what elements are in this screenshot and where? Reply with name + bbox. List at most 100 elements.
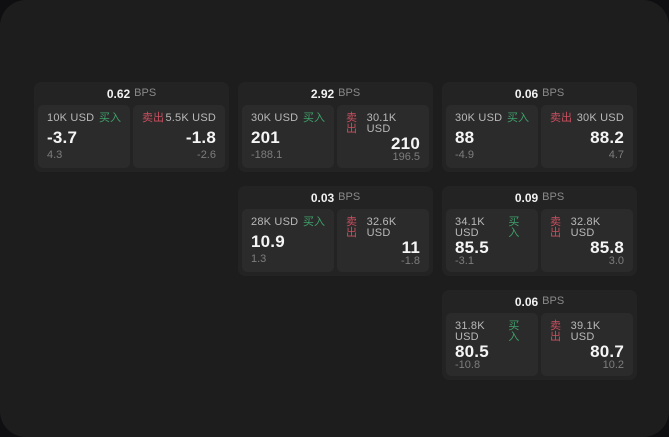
bps-header: 0.09 BPS xyxy=(442,186,637,209)
buy-price: 201 xyxy=(251,127,280,147)
buy-notional: 34.1K USD xyxy=(455,216,485,239)
buy-change: 4.3 xyxy=(47,149,63,161)
buy-side-label: 买入 xyxy=(508,320,520,343)
bps-unit: BPS xyxy=(542,87,565,99)
bps-value: 0.03 xyxy=(310,190,335,205)
buy-panel[interactable]: 31.8K USD 买入 80.5 -10.8 xyxy=(446,313,538,376)
sell-change: 4.7 xyxy=(608,149,624,161)
sell-change: 10.2 xyxy=(602,359,624,371)
sell-change: -1.8 xyxy=(401,255,420,267)
buy-notional: 31.8K USD xyxy=(455,320,485,343)
sell-meta-row: 卖出 5.5K USD xyxy=(142,113,216,124)
bps-value: 2.92 xyxy=(310,86,335,101)
buy-side-label: 买入 xyxy=(303,112,325,124)
sell-meta-row: 卖出 39.1K USD xyxy=(550,321,624,343)
bps-unit: BPS xyxy=(542,295,565,307)
quote-panels: 30K USD 买入 201 -188.1 卖出 30.1K USD 210 1… xyxy=(238,105,433,168)
bps-header: 0.62 BPS xyxy=(34,82,229,105)
quote-panels: 10K USD 买入 -3.7 4.3 卖出 5.5K USD -1.8 -2.… xyxy=(34,105,229,168)
bps-header: 2.92 BPS xyxy=(238,82,433,105)
sell-meta-row: 卖出 32.8K USD xyxy=(550,217,624,239)
quote-card: 0.03 BPS 28K USD 买入 10.9 1.3 卖出 32.6K US… xyxy=(238,186,433,276)
sell-notional: 39.1K USD xyxy=(570,320,601,343)
buy-price: 88 xyxy=(455,127,475,147)
sell-price: -1.8 xyxy=(185,127,216,147)
sell-notional: 32.6K USD xyxy=(366,216,397,239)
buy-side-label: 买入 xyxy=(507,112,529,124)
sell-side-label: 卖出 xyxy=(550,216,561,239)
quote-card: 2.92 BPS 30K USD 买入 201 -188.1 卖出 30.1K … xyxy=(238,82,433,172)
sell-notional: 30K USD xyxy=(576,112,624,124)
buy-meta-row: 30K USD 买入 xyxy=(251,113,325,124)
sell-side-label: 卖出 xyxy=(550,320,561,343)
sell-panel[interactable]: 卖出 30K USD 88.2 4.7 xyxy=(541,105,633,168)
bps-header: 0.03 BPS xyxy=(238,186,433,209)
sell-price: 11 xyxy=(401,238,420,257)
quote-card: 0.06 BPS 31.8K USD 买入 80.5 -10.8 卖出 39.1… xyxy=(442,290,637,380)
buy-notional: 10K USD xyxy=(47,112,95,124)
sell-notional: 5.5K USD xyxy=(165,112,216,124)
bps-value: 0.62 xyxy=(106,86,131,101)
buy-price: 85.5 xyxy=(455,238,489,257)
bps-unit: BPS xyxy=(338,87,361,99)
quote-card: 0.62 BPS 10K USD 买入 -3.7 4.3 卖出 5.5K USD… xyxy=(34,82,229,172)
quote-card: 0.09 BPS 34.1K USD 买入 85.5 -3.1 卖出 32.8K… xyxy=(442,186,637,276)
sell-side-label: 卖出 xyxy=(550,112,572,124)
sell-side-label: 卖出 xyxy=(346,216,357,239)
bps-value: 0.06 xyxy=(514,86,539,101)
sell-notional: 32.8K USD xyxy=(570,216,601,239)
sell-panel[interactable]: 卖出 30.1K USD 210 196.5 xyxy=(337,105,429,168)
sell-change: 3.0 xyxy=(608,255,624,267)
sell-meta-row: 卖出 30K USD xyxy=(550,113,624,124)
bps-unit: BPS xyxy=(338,191,361,203)
sell-side-label: 卖出 xyxy=(346,112,357,135)
buy-panel[interactable]: 30K USD 买入 201 -188.1 xyxy=(242,105,334,168)
buy-price: 10.9 xyxy=(251,231,285,251)
sell-price: 80.7 xyxy=(590,342,624,361)
quote-panels: 34.1K USD 买入 85.5 -3.1 卖出 32.8K USD 85.8… xyxy=(442,209,637,272)
buy-panel[interactable]: 10K USD 买入 -3.7 4.3 xyxy=(38,105,130,168)
sell-panel[interactable]: 卖出 5.5K USD -1.8 -2.6 xyxy=(133,105,225,168)
buy-side-label: 买入 xyxy=(508,216,520,239)
buy-panel[interactable]: 34.1K USD 买入 85.5 -3.1 xyxy=(446,209,538,272)
buy-notional: 28K USD xyxy=(251,216,299,228)
buy-meta-row: 34.1K USD 买入 xyxy=(455,217,529,239)
bps-unit: BPS xyxy=(542,191,565,203)
bps-value: 0.09 xyxy=(514,190,539,205)
sell-panel[interactable]: 卖出 32.8K USD 85.8 3.0 xyxy=(541,209,633,272)
sell-change: 196.5 xyxy=(392,151,420,163)
buy-notional: 30K USD xyxy=(455,112,503,124)
buy-meta-row: 30K USD 买入 xyxy=(455,113,529,124)
quote-panels: 30K USD 买入 88 -4.9 卖出 30K USD 88.2 4.7 xyxy=(442,105,637,168)
bps-unit: BPS xyxy=(134,87,157,99)
sell-panel[interactable]: 卖出 39.1K USD 80.7 10.2 xyxy=(541,313,633,376)
sell-price: 85.8 xyxy=(590,238,624,257)
buy-price: 80.5 xyxy=(455,342,489,361)
sell-panel[interactable]: 卖出 32.6K USD 11 -1.8 xyxy=(337,209,429,272)
sell-price: 88.2 xyxy=(590,127,624,147)
buy-meta-row: 10K USD 买入 xyxy=(47,113,121,124)
buy-panel[interactable]: 30K USD 买入 88 -4.9 xyxy=(446,105,538,168)
buy-change: -10.8 xyxy=(455,359,481,371)
buy-side-label: 买入 xyxy=(99,112,121,124)
buy-meta-row: 31.8K USD 买入 xyxy=(455,321,529,343)
buy-change: -188.1 xyxy=(251,149,283,161)
buy-change: 1.3 xyxy=(251,253,267,265)
buy-change: -3.1 xyxy=(455,255,474,267)
buy-price: -3.7 xyxy=(47,127,78,147)
buy-notional: 30K USD xyxy=(251,112,299,124)
sell-change: -2.6 xyxy=(197,149,216,161)
quote-panels: 31.8K USD 买入 80.5 -10.8 卖出 39.1K USD 80.… xyxy=(442,313,637,376)
sell-meta-row: 卖出 30.1K USD xyxy=(346,113,420,135)
quote-panels: 28K USD 买入 10.9 1.3 卖出 32.6K USD 11 -1.8 xyxy=(238,209,433,272)
bps-header: 0.06 BPS xyxy=(442,290,637,313)
sell-side-label: 卖出 xyxy=(142,112,164,124)
sell-price: 210 xyxy=(391,134,420,153)
buy-panel[interactable]: 28K USD 买入 10.9 1.3 xyxy=(242,209,334,272)
bps-value: 0.06 xyxy=(514,294,539,309)
quote-card: 0.06 BPS 30K USD 买入 88 -4.9 卖出 30K USD 8… xyxy=(442,82,637,172)
buy-change: -4.9 xyxy=(455,149,474,161)
buy-side-label: 买入 xyxy=(303,216,325,228)
buy-meta-row: 28K USD 买入 xyxy=(251,217,325,228)
